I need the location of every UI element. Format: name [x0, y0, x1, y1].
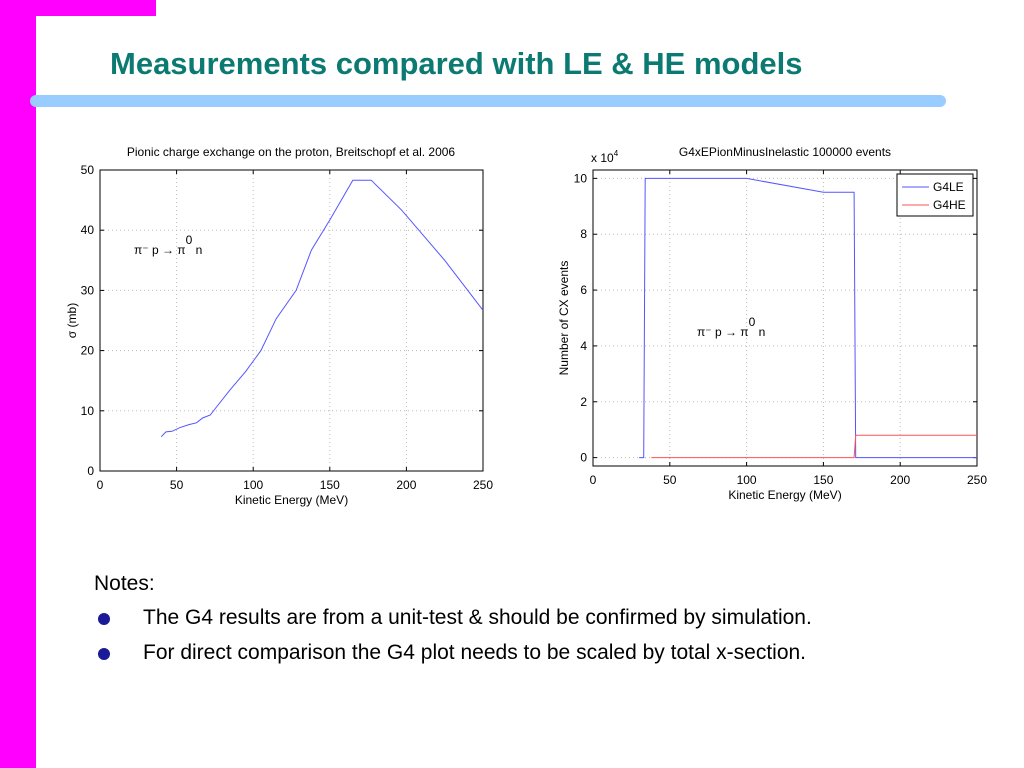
reaction-superscript: 0 — [749, 315, 756, 329]
x-tick-label: 150 — [320, 478, 340, 492]
y-tick-label: 6 — [580, 283, 587, 297]
x-tick-label: 250 — [967, 473, 987, 487]
plot-area — [99, 169, 484, 472]
title-underline — [30, 95, 946, 107]
x-tick-label: 150 — [813, 473, 833, 487]
series-line — [639, 177, 977, 459]
y-tick-label: 50 — [81, 163, 95, 177]
x-axis-label: Kinetic Energy (MeV) — [728, 488, 841, 502]
x-tick-label: 200 — [396, 478, 416, 492]
cx-events-chart: 0 50 100 150 200 250 0 2 4 6 8 10 G4xEPionMinusInela… — [557, 145, 987, 502]
scale-base: x 10 — [591, 151, 614, 165]
x-tick-label: 0 — [590, 473, 597, 487]
y-tick-label: 40 — [81, 223, 95, 237]
y-tick-label: 20 — [81, 344, 95, 358]
chart-title: G4xEPionMinusInelastic 100000 events — [679, 145, 891, 159]
x-tick-label: 200 — [890, 473, 910, 487]
x-tick-label: 250 — [473, 478, 493, 492]
reaction-annotation: π⁻ p → π0 n — [697, 315, 765, 339]
accent-side-bar — [0, 0, 36, 768]
reaction-text: π⁻ p → π — [134, 243, 186, 257]
bullet-icon — [98, 648, 110, 660]
slide-title: Measurements compared with LE & HE model… — [110, 46, 803, 81]
reaction-tail: n — [192, 243, 202, 257]
reaction-tail: n — [755, 325, 765, 339]
y-tick-label: 30 — [81, 283, 95, 297]
note-text: For direct comparison the G4 plot needs … — [143, 641, 807, 664]
scale-label: x 104 — [591, 149, 619, 165]
scale-exponent: 4 — [614, 149, 619, 158]
y-tick-label: 4 — [580, 339, 587, 353]
x-tick-label: 100 — [243, 478, 263, 492]
x-tick-label: 50 — [663, 473, 677, 487]
legend-label: G4HE — [933, 198, 966, 212]
x-axis-label: Kinetic Energy (MeV) — [235, 493, 348, 507]
y-tick-label: 2 — [580, 395, 587, 409]
y-axis-label: Number of CX events — [557, 261, 571, 376]
reaction-superscript: 0 — [186, 233, 193, 247]
plot-area — [592, 169, 978, 467]
x-tick-label: 100 — [737, 473, 757, 487]
x-tick-label: 50 — [170, 478, 184, 492]
accent-top-tab — [36, 0, 156, 16]
chart-title: Pionic charge exchange on the proton, Br… — [127, 145, 456, 159]
reaction-text: π⁻ p → π — [697, 325, 749, 339]
y-tick-label: 10 — [574, 171, 588, 185]
note-text: The G4 results are from a unit-test & sh… — [143, 606, 812, 629]
notes-heading: Notes: — [94, 572, 155, 595]
y-tick-label: 0 — [580, 451, 587, 465]
legend-box — [896, 173, 974, 217]
reaction-annotation: π⁻ p → π0 n — [134, 233, 202, 257]
y-tick-label: 10 — [81, 404, 95, 418]
series-line — [651, 434, 977, 459]
bullet-icon — [98, 613, 110, 625]
x-tick-label: 0 — [97, 478, 104, 492]
y-tick-label: 0 — [87, 464, 94, 478]
cross-section-chart: 0 50 100 150 200 250 0 10 20 30 40 50 Pionic charge … — [65, 145, 493, 507]
y-tick-label: 8 — [580, 227, 587, 241]
y-axis-label: σ (mb) — [65, 303, 79, 338]
series-line — [160, 179, 484, 438]
legend-label: G4LE — [933, 180, 964, 194]
